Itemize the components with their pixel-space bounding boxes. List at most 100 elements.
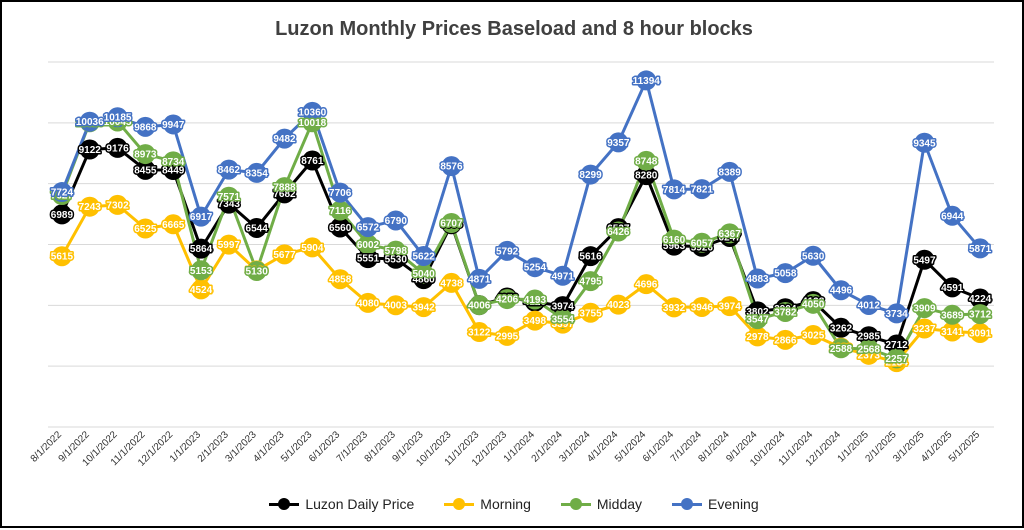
data-label-midday: 6057: [691, 238, 714, 249]
data-label-halo: 4496: [830, 286, 853, 297]
data-point-morning: [385, 295, 406, 316]
data-label-halo: 3974: [719, 302, 742, 313]
data-point-midday: [830, 338, 851, 359]
legend-item-midday: Midday: [560, 496, 642, 512]
data-label-evening: 4012: [858, 300, 881, 311]
data-point-midday: [413, 263, 434, 284]
series-points: [51, 70, 991, 373]
data-label-halo: 8449: [162, 166, 185, 177]
data-point-morning: [218, 234, 239, 255]
data-label-luzon-daily-price: 9176: [106, 143, 129, 154]
data-point-midday: [803, 293, 824, 314]
data-point-midday: [274, 177, 295, 198]
data-label-halo: 5149: [246, 266, 269, 277]
data-label-midday: 6367: [719, 229, 742, 240]
data-label-halo: 3904: [774, 304, 797, 315]
data-label-halo: 6544: [246, 223, 269, 234]
data-point-luzon-daily-price: [886, 334, 907, 355]
data-label-evening: 4971: [552, 271, 575, 282]
data-label-evening: 9947: [162, 120, 185, 131]
data-label-morning: 4858: [329, 275, 352, 286]
data-label-evening: 8389: [719, 167, 742, 178]
data-label-midday: 7888: [273, 183, 296, 194]
data-point-morning: [691, 296, 712, 317]
data-label-midday: 2588: [830, 344, 853, 355]
data-label-halo: 4120: [524, 297, 547, 308]
data-point-luzon-daily-price: [79, 139, 100, 160]
data-label-midday: 3547: [746, 315, 769, 326]
data-label-halo: 7116: [329, 206, 351, 217]
data-point-evening: [441, 156, 462, 177]
data-label-halo: 7682: [273, 189, 296, 200]
data-label-halo: 7627: [51, 191, 74, 202]
data-label-halo: 8761: [301, 156, 324, 167]
data-point-luzon-daily-price: [636, 165, 657, 186]
data-point-evening: [469, 268, 490, 289]
data-label-halo: 3141: [941, 327, 964, 338]
data-label-luzon-daily-price: 8455: [134, 165, 157, 176]
data-point-morning: [330, 269, 351, 290]
data-point-luzon-daily-price: [942, 277, 963, 298]
data-point-luzon-daily-price: [580, 246, 601, 267]
data-point-morning: [413, 297, 434, 318]
data-label-halo: 8455: [134, 165, 157, 176]
data-point-midday: [858, 338, 879, 359]
data-point-luzon-daily-price: [914, 249, 935, 270]
data-label-evening: 8576: [440, 162, 463, 173]
data-label-halo: 5254: [524, 263, 547, 274]
data-label-morning: 3974: [719, 302, 742, 313]
data-point-morning: [191, 279, 212, 300]
data-point-morning: [803, 324, 824, 345]
data-point-morning: [775, 329, 796, 350]
data-label-halo: 3802: [746, 307, 769, 318]
data-point-evening: [413, 245, 434, 266]
legend-swatch: [444, 498, 475, 510]
data-label-halo: 5871: [969, 244, 992, 255]
data-point-morning: [608, 294, 629, 315]
data-label-evening: 6944: [941, 211, 964, 222]
data-label-evening: 8299: [579, 170, 602, 181]
data-label-halo: 2588: [830, 344, 853, 355]
data-label-luzon-daily-price: 6247: [719, 232, 742, 243]
data-label-morning: 5904: [301, 243, 324, 254]
data-point-midday: [246, 260, 267, 281]
data-label-halo: 4971: [552, 271, 575, 282]
data-point-evening: [858, 294, 879, 315]
data-label-morning: 6665: [162, 220, 185, 231]
data-point-evening: [135, 116, 156, 137]
data-label-evening: 10360: [298, 107, 326, 118]
data-label-halo: 3122: [468, 328, 491, 339]
data-label-halo: 5926: [691, 242, 714, 253]
data-label-halo: 8973: [134, 150, 157, 161]
data-label-halo: 9345: [913, 138, 936, 149]
data-label-luzon-daily-price: 3974: [552, 302, 575, 313]
data-label-morning: 4738: [440, 278, 463, 289]
data-label-halo: 3932: [663, 303, 686, 314]
data-label-morning: 5149: [246, 266, 269, 277]
data-label-morning: 3237: [913, 324, 936, 335]
data-point-midday: [719, 223, 740, 244]
data-label-luzon-daily-price: 4138: [802, 297, 825, 308]
data-point-evening: [580, 164, 601, 185]
data-label-midday: 8973: [134, 150, 157, 161]
data-label-halo: 3974: [552, 302, 575, 313]
data-label-evening: 9868: [134, 122, 157, 133]
data-point-morning: [497, 325, 518, 346]
data-label-halo: 9357: [607, 138, 630, 149]
data-label-halo: 6537: [607, 224, 630, 235]
data-label-midday: 7571: [218, 192, 241, 203]
data-point-evening: [552, 265, 573, 286]
data-label-evening: 4871: [468, 274, 491, 285]
data-point-midday: [218, 186, 239, 207]
data-label-halo: 5798: [385, 246, 408, 257]
data-label-halo: 7821: [691, 185, 714, 196]
data-label-evening: 8354: [246, 168, 269, 179]
data-label-evening: 5792: [496, 246, 519, 257]
data-point-evening: [524, 257, 545, 278]
data-point-evening: [385, 210, 406, 231]
data-label-halo: 5904: [301, 243, 324, 254]
data-label-luzon-daily-price: 6537: [607, 224, 630, 235]
data-label-halo: 7302: [106, 200, 129, 211]
data-point-evening: [914, 132, 935, 153]
data-point-midday: [135, 144, 156, 165]
